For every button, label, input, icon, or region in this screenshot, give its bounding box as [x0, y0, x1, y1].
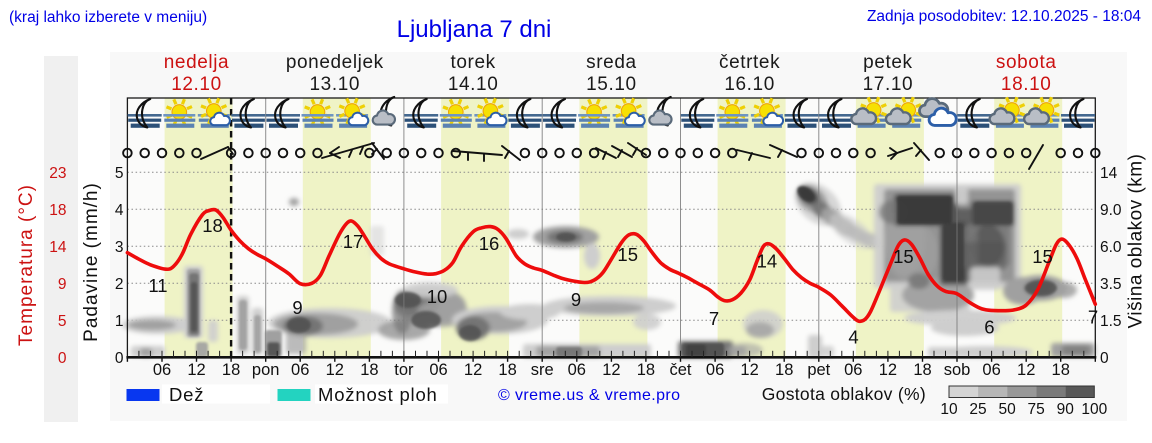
- svg-text:Padavine (mm/h): Padavine (mm/h): [81, 182, 102, 342]
- svg-text:12: 12: [1017, 361, 1035, 379]
- svg-text:18: 18: [637, 361, 655, 379]
- svg-text:Zadnja posodobitev: 12.10.2025: Zadnja posodobitev: 12.10.2025 - 18:04: [867, 8, 1141, 25]
- svg-text:4: 4: [848, 327, 858, 348]
- svg-text:sobota: sobota: [996, 52, 1057, 73]
- svg-text:18.10: 18.10: [1001, 74, 1052, 95]
- svg-text:0: 0: [1100, 350, 1109, 367]
- svg-text:14: 14: [1100, 165, 1118, 182]
- svg-text:petek: petek: [863, 52, 912, 73]
- svg-text:06: 06: [844, 361, 862, 379]
- svg-text:Gostota oblakov (%): Gostota oblakov (%): [762, 384, 926, 404]
- svg-text:1.5: 1.5: [1100, 313, 1122, 330]
- svg-text:06: 06: [291, 361, 309, 379]
- svg-text:18: 18: [49, 202, 66, 219]
- svg-text:16: 16: [479, 233, 500, 254]
- svg-text:18: 18: [1052, 361, 1070, 379]
- svg-text:6.0: 6.0: [1100, 239, 1122, 256]
- svg-text:18: 18: [202, 215, 223, 236]
- svg-text:Dež: Dež: [169, 384, 204, 405]
- svg-text:10: 10: [940, 401, 958, 418]
- svg-text:23: 23: [49, 165, 66, 182]
- svg-text:17.10: 17.10: [863, 74, 914, 95]
- svg-text:9: 9: [292, 297, 302, 318]
- svg-text:18: 18: [498, 361, 516, 379]
- svg-text:15: 15: [1032, 246, 1053, 267]
- svg-text:6: 6: [984, 317, 994, 338]
- svg-text:pet: pet: [807, 361, 830, 379]
- svg-text:12: 12: [879, 361, 897, 379]
- svg-text:10: 10: [427, 286, 448, 307]
- svg-text:5: 5: [58, 313, 67, 330]
- svg-text:pon: pon: [252, 361, 280, 379]
- svg-text:06: 06: [706, 361, 724, 379]
- svg-text:0: 0: [58, 350, 67, 367]
- svg-text:7: 7: [709, 308, 719, 329]
- svg-text:12: 12: [187, 361, 205, 379]
- svg-text:9: 9: [571, 289, 581, 310]
- svg-text:(kraj lahko izberete v meniju): (kraj lahko izberete v meniju): [9, 9, 207, 26]
- svg-text:ponedeljek: ponedeljek: [286, 52, 384, 73]
- svg-text:Temperatura (°C): Temperatura (°C): [16, 184, 37, 346]
- svg-text:06: 06: [429, 361, 447, 379]
- svg-text:15.10: 15.10: [586, 74, 637, 95]
- svg-text:17: 17: [343, 231, 364, 252]
- svg-text:3.5: 3.5: [1100, 276, 1122, 293]
- svg-text:18: 18: [222, 361, 240, 379]
- svg-text:12: 12: [464, 361, 482, 379]
- svg-text:7: 7: [1088, 307, 1098, 328]
- svg-text:50: 50: [998, 401, 1016, 418]
- svg-text:12: 12: [740, 361, 758, 379]
- svg-text:Možnost ploh: Možnost ploh: [318, 384, 438, 405]
- svg-text:14: 14: [49, 239, 67, 256]
- svg-text:2: 2: [115, 276, 124, 293]
- svg-text:18: 18: [913, 361, 931, 379]
- svg-text:9: 9: [58, 276, 67, 293]
- svg-text:nedelja: nedelja: [164, 52, 229, 73]
- svg-text:12: 12: [602, 361, 620, 379]
- svg-text:13.10: 13.10: [310, 74, 361, 95]
- svg-text:16.10: 16.10: [724, 74, 775, 95]
- svg-text:tor: tor: [394, 361, 414, 379]
- svg-text:9.0: 9.0: [1100, 202, 1122, 219]
- svg-text:sreda: sreda: [586, 52, 637, 73]
- svg-text:100: 100: [1081, 401, 1107, 418]
- svg-text:18: 18: [775, 361, 793, 379]
- svg-text:06: 06: [982, 361, 1000, 379]
- svg-text:25: 25: [969, 401, 986, 418]
- svg-text:12: 12: [326, 361, 344, 379]
- svg-text:četrtek: četrtek: [719, 52, 780, 73]
- svg-text:© vreme.us & vreme.pro: © vreme.us & vreme.pro: [498, 387, 680, 404]
- svg-text:1: 1: [115, 313, 124, 330]
- svg-text:14.10: 14.10: [448, 74, 499, 95]
- svg-text:15: 15: [617, 244, 638, 265]
- svg-text:5: 5: [115, 165, 124, 182]
- svg-text:06: 06: [153, 361, 171, 379]
- svg-text:18: 18: [360, 361, 378, 379]
- svg-text:3: 3: [115, 239, 124, 256]
- svg-text:Ljubljana 7 dni: Ljubljana 7 dni: [397, 16, 552, 43]
- svg-text:75: 75: [1028, 401, 1045, 418]
- svg-text:sre: sre: [531, 361, 554, 379]
- svg-text:Višina oblakov (km): Višina oblakov (km): [1126, 154, 1147, 329]
- svg-text:15: 15: [893, 246, 914, 267]
- svg-text:4: 4: [115, 202, 124, 219]
- svg-text:12.10: 12.10: [171, 74, 222, 95]
- svg-text:torek: torek: [450, 52, 495, 73]
- svg-text:11: 11: [148, 275, 167, 296]
- svg-text:06: 06: [568, 361, 586, 379]
- svg-text:sob: sob: [944, 361, 971, 379]
- svg-text:0: 0: [115, 350, 124, 367]
- svg-text:čet: čet: [669, 361, 691, 379]
- svg-text:14: 14: [757, 251, 778, 272]
- svg-text:90: 90: [1057, 401, 1075, 418]
